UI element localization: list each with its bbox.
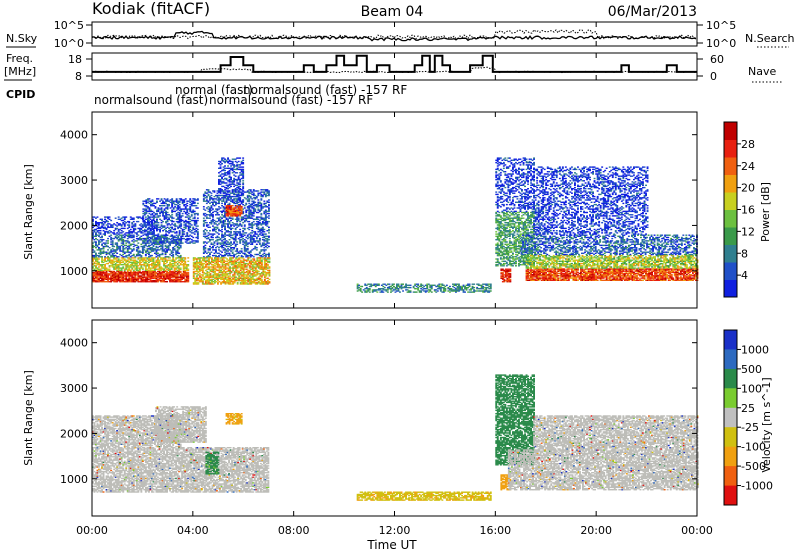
power-colorbar-tick-label: 28 xyxy=(741,138,755,151)
power-region xyxy=(533,166,648,234)
velocity-colorbar-segment xyxy=(724,408,737,428)
freq-label-line1: Freq. xyxy=(6,52,33,65)
nsky-left-ticks xyxy=(86,25,92,43)
nsearch-trace xyxy=(92,30,696,39)
power-region xyxy=(92,257,189,271)
velocity-colorbar-segment xyxy=(724,349,737,369)
power-colorbar: 4 8 12 16 20 24 28 xyxy=(724,122,755,298)
velocity-colorbar-segment xyxy=(724,486,737,506)
velocity-ylabel: Slant Range [km] xyxy=(22,370,35,466)
cpid-annotation-4: normalsound (fast) -157 RF xyxy=(243,83,407,97)
power-colorbar-segment xyxy=(724,210,737,228)
power-colorbar-tick-label: 20 xyxy=(741,182,755,195)
power-colorbar-tick-label: 16 xyxy=(741,204,755,217)
velocity-data xyxy=(92,374,699,500)
freq-trace xyxy=(92,56,697,72)
velocity-region xyxy=(508,449,699,490)
power-region xyxy=(521,235,698,256)
freq-label-line2: [MHz] xyxy=(4,65,36,78)
date-title: 06/Mar/2013 xyxy=(608,4,697,20)
power-colorbar-tick-label: 24 xyxy=(741,160,755,173)
velocity-colorbar-tick-label: -1000 xyxy=(741,480,773,493)
velocity-region xyxy=(226,413,243,425)
velocity-colorbar-segment xyxy=(724,427,737,447)
velocity-y-tick-label: 1000 xyxy=(60,473,88,486)
power-y-tick-label: 4000 xyxy=(60,129,88,142)
power-region xyxy=(357,284,492,293)
power-region xyxy=(92,271,189,283)
velocity-panel: 1000 2000 3000 4000 Slant Range [km] 1000 50… xyxy=(22,320,773,516)
velocity-colorbar-segment xyxy=(724,447,737,467)
power-region xyxy=(500,269,511,283)
power-colorbar-segment xyxy=(724,140,737,158)
time-tick-label: 04:00 xyxy=(177,524,209,537)
time-tick-label: 00:00 xyxy=(681,524,713,537)
power-region xyxy=(495,157,535,212)
freq-left-ticks xyxy=(86,59,92,76)
velocity-colorbar-tick-label: 500 xyxy=(741,363,762,376)
power-data xyxy=(92,157,698,292)
power-region xyxy=(526,255,699,269)
power-colorbar-tick-label: 8 xyxy=(741,247,748,260)
power-ylabel: Slant Range [km] xyxy=(22,164,35,260)
freq-tick-bottom: 8 xyxy=(75,70,82,83)
velocity-colorbar-segment xyxy=(724,466,737,486)
velocity-colorbar-tick-label: 100 xyxy=(741,382,762,395)
time-tick-label: 16:00 xyxy=(479,524,511,537)
nave-right-ticks xyxy=(697,59,703,76)
cpid-label: CPID xyxy=(6,88,35,101)
nsearch-right-ticks xyxy=(697,25,703,43)
power-colorbar-segment xyxy=(724,122,737,140)
power-colorbar-segment xyxy=(724,227,737,245)
velocity-y-tick-label: 3000 xyxy=(60,382,88,395)
nave-tick-bottom: 0 xyxy=(710,70,717,83)
power-y-tick-label: 1000 xyxy=(60,265,88,278)
velocity-colorbar-tick-label: 1000 xyxy=(741,343,769,356)
time-tick-label: 12:00 xyxy=(379,524,411,537)
power-y-tick-label: 2000 xyxy=(60,219,88,232)
velocity-colorbar-segment xyxy=(724,369,737,389)
freq-tick-top: 18 xyxy=(68,53,82,66)
power-colorbar-segment xyxy=(724,245,737,263)
power-colorbar-segment xyxy=(724,192,737,210)
power-colorbar-label: Power [dB] xyxy=(759,182,772,242)
power-panel: 1000 2000 3000 4000 Slant Range [km] 4 8 12 16… xyxy=(22,112,772,308)
time-tick-label: 08:00 xyxy=(278,524,310,537)
power-region xyxy=(193,257,271,284)
nsearch-label: N.Search xyxy=(745,32,795,45)
velocity-colorbar-label: Velocity [m s^-1] xyxy=(760,377,773,472)
nave-label: Nave xyxy=(748,65,776,78)
power-colorbar-segment xyxy=(724,280,737,298)
velocity-colorbar-tick-label: 25 xyxy=(741,402,755,415)
velocity-colorbar-tick-label: -25 xyxy=(741,421,759,434)
nsky-tick-top: 10^5 xyxy=(54,19,84,32)
nave-tick-top: 60 xyxy=(710,53,724,66)
power-colorbar-tick-label: 4 xyxy=(741,269,748,282)
beam-title: Beam 04 xyxy=(361,4,424,20)
nsearch-tick-bottom: 10^0 xyxy=(706,37,736,50)
power-y-tick-label: 3000 xyxy=(60,174,88,187)
power-region xyxy=(526,268,699,281)
power-colorbar-segment xyxy=(724,262,737,280)
time-tick-label: 00:00 xyxy=(76,524,108,537)
velocity-colorbar-segment xyxy=(724,330,737,350)
power-colorbar-segment xyxy=(724,157,737,175)
velocity-region xyxy=(92,447,269,493)
power-colorbar-tick-label: 12 xyxy=(741,225,755,238)
nsky-label: N.Sky xyxy=(6,32,38,45)
time-axis-label: Time UT xyxy=(366,538,417,552)
power-colorbar-segment xyxy=(724,175,737,193)
nsky-tick-bottom: 10^0 xyxy=(54,37,84,50)
velocity-y-tick-label: 4000 xyxy=(60,337,88,350)
velocity-region xyxy=(533,415,698,449)
velocity-y-tick-label: 2000 xyxy=(60,427,88,440)
velocity-colorbar-segment xyxy=(724,388,737,408)
station-title: Kodiak (fitACF) xyxy=(92,0,210,18)
nsearch-tick-top: 10^5 xyxy=(706,19,736,32)
velocity-region xyxy=(357,492,492,501)
time-tick-label: 20:00 xyxy=(580,524,612,537)
